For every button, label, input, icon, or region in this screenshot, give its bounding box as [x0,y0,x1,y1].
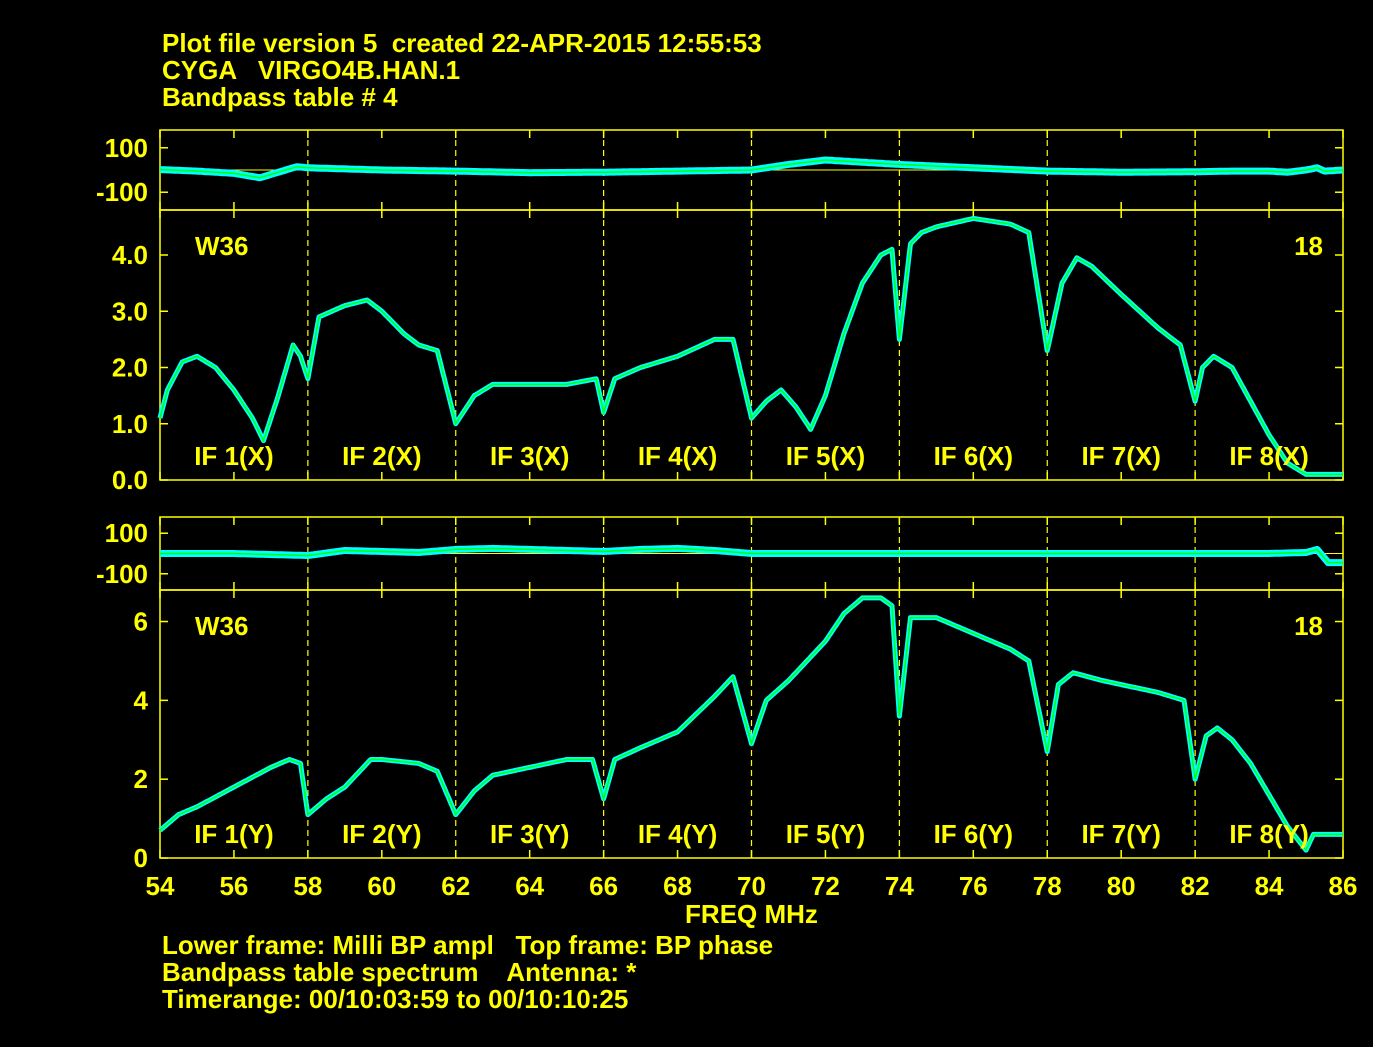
if-label: IF 1(X) [194,441,273,471]
if-label: IF 4(Y) [638,819,717,849]
amplitude-y-tick-label: 0.0 [112,465,148,495]
amplitude-y-tick-label: 3.0 [112,296,148,326]
x-tick-label: 72 [811,871,840,901]
amplitude-series-model [159,217,1343,476]
channel-label: 18 [1294,611,1323,641]
x-tick-label: 60 [367,871,396,901]
antenna-label: W36 [195,611,248,641]
x-axis-label: FREQ MHz [685,899,818,929]
phase-series-model [160,159,1344,179]
amplitude-y-tick-label: 4.0 [112,240,148,270]
if-label: IF 4(X) [638,441,717,471]
phase-y-tick-label: -100 [96,559,148,589]
footer-line-2: Bandpass table spectrum Antenna: * [162,957,637,987]
if-label: IF 3(Y) [490,819,569,849]
header-line-2: CYGA VIRGO4B.HAN.1 [162,55,461,85]
if-label: IF 8(Y) [1229,819,1308,849]
if-label: IF 5(Y) [786,819,865,849]
footer-line-3: Timerange: 00/10:03:59 to 00/10:10:25 [162,984,629,1014]
x-tick-label: 62 [441,871,470,901]
header-line-3: Bandpass table # 4 [162,82,398,112]
x-tick-label: 86 [1329,871,1358,901]
x-tick-label: 58 [293,871,322,901]
footer-line-1: Lower frame: Milli BP ampl Top frame: BP… [162,930,774,960]
amplitude-y-tick-label: 4 [134,685,149,715]
amplitude-y-tick-label: 2 [134,764,148,794]
amplitude-y-tick-label: 2.0 [112,353,148,383]
amplitude-y-tick-label: 6 [134,607,148,637]
plot-footer: Lower frame: Milli BP ampl Top frame: BP… [162,932,773,1013]
if-label: IF 6(X) [934,441,1013,471]
header-line-1: Plot file version 5 created 22-APR-2015 … [162,28,762,58]
x-tick-label: 54 [146,871,175,901]
if-label: IF 6(Y) [934,819,1013,849]
if-label: IF 2(Y) [342,819,421,849]
channel-label: 18 [1294,231,1323,261]
x-tick-label: 84 [1255,871,1284,901]
phase-y-tick-label: 100 [105,133,148,163]
x-tick-label: 70 [737,871,766,901]
x-tick-label: 56 [219,871,248,901]
x-tick-label: 68 [663,871,692,901]
if-label: IF 7(Y) [1081,819,1160,849]
x-tick-label: 82 [1181,871,1210,901]
x-tick-label: 66 [589,871,618,901]
phase-series-model [160,547,1343,564]
if-label: IF 7(X) [1081,441,1160,471]
if-label: IF 5(X) [786,441,865,471]
x-tick-label: 78 [1033,871,1062,901]
x-tick-label: 74 [885,871,914,901]
x-tick-label: 76 [959,871,988,901]
plot-header: Plot file version 5 created 22-APR-2015 … [162,30,762,111]
x-tick-label: 80 [1107,871,1136,901]
if-label: IF 2(X) [342,441,421,471]
if-label: IF 8(X) [1229,441,1308,471]
if-label: IF 1(Y) [194,819,273,849]
antenna-label: W36 [195,231,248,261]
x-tick-label: 64 [515,871,544,901]
amplitude-series-model [159,597,1343,852]
amplitude-y-tick-label: 1.0 [112,409,148,439]
phase-y-tick-label: 100 [105,518,148,548]
amplitude-y-tick-label: 0 [134,843,148,873]
if-label: IF 3(X) [490,441,569,471]
phase-y-tick-label: -100 [96,177,148,207]
